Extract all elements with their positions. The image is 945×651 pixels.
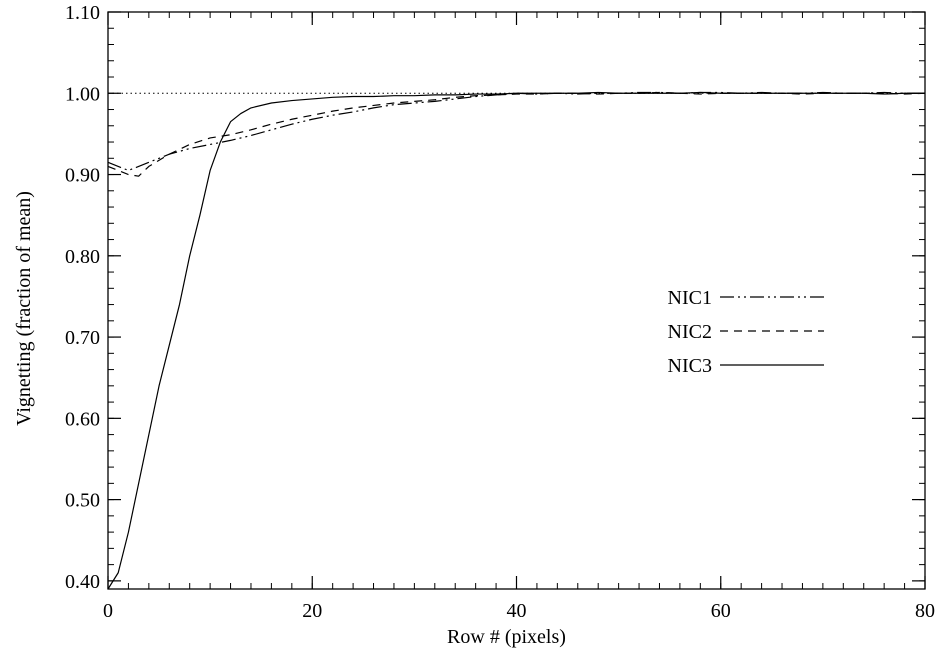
series-line-nic1 xyxy=(107,91,925,172)
series-line-nic2 xyxy=(107,91,926,177)
x-tick-label: 0 xyxy=(103,600,113,622)
plot-frame xyxy=(107,11,926,590)
y-tick-label: 1.00 xyxy=(65,83,100,105)
y-tick-label: 0.60 xyxy=(65,408,100,430)
y-tick-label: 0.40 xyxy=(65,571,100,593)
y-tick-label: 1.10 xyxy=(65,2,100,24)
legend-label-nic3: NIC3 xyxy=(668,355,712,377)
series-line-nic3 xyxy=(107,91,925,590)
y-axis-label: Vignetting (fraction of mean) xyxy=(13,191,35,426)
x-tick-label: 40 xyxy=(507,600,527,622)
x-tick-label: 80 xyxy=(915,600,935,622)
x-tick-label: 60 xyxy=(711,600,731,622)
legend-label-nic2: NIC2 xyxy=(668,321,712,343)
y-tick-label: 0.70 xyxy=(65,327,100,349)
x-tick-label: 20 xyxy=(302,600,322,622)
y-tick-label: 0.80 xyxy=(65,246,100,268)
x-axis-label: Row # (pixels) xyxy=(447,626,566,648)
y-tick-label: 0.90 xyxy=(65,165,100,187)
legend-label-nic1: NIC1 xyxy=(668,287,712,309)
y-tick-label: 0.50 xyxy=(65,490,100,512)
